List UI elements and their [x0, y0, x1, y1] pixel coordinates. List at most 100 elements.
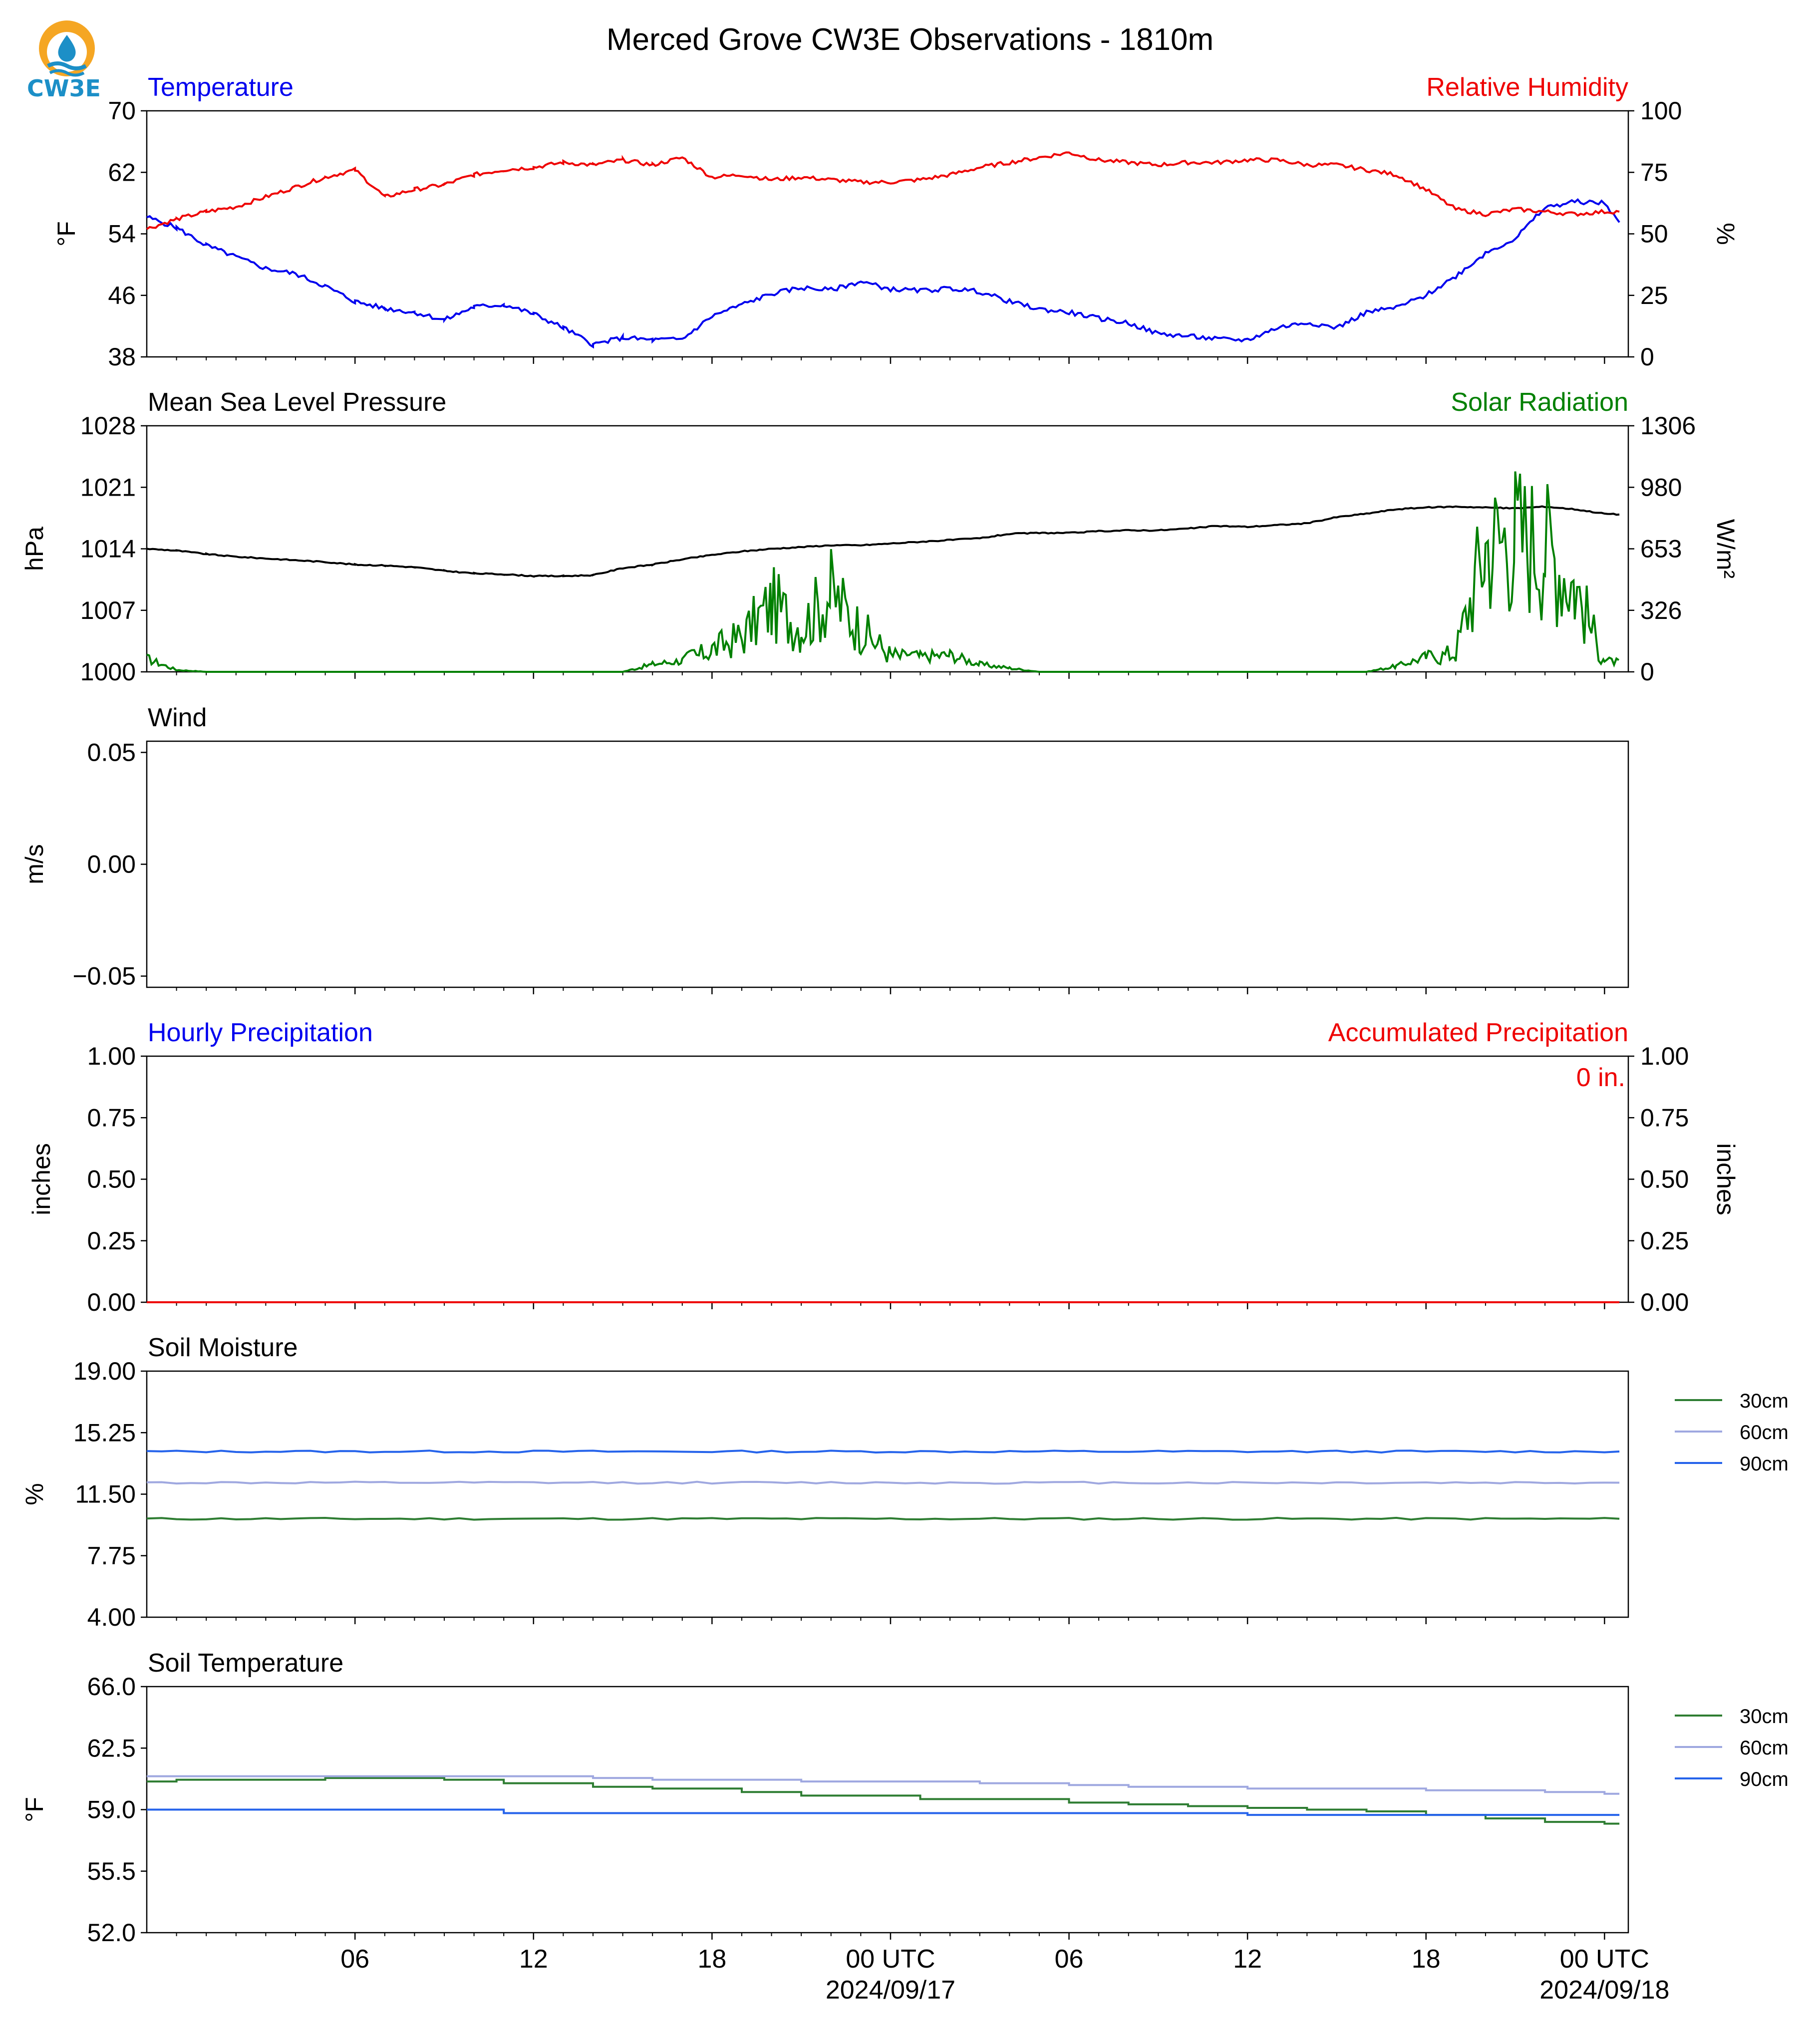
y-tick-label: 0.05: [87, 738, 136, 766]
x-tick-label: 12: [519, 1945, 548, 1974]
y-axis-label-right: inches: [1712, 1143, 1740, 1215]
panels: Temperature Relative Humidity 38 46 54 62 70 °F…: [20, 73, 1789, 2005]
y-tick-label: 70: [108, 97, 136, 125]
plot-frame: [146, 425, 1629, 673]
y-tick-label: 4.00: [87, 1603, 136, 1631]
logo-text: CW3E: [27, 75, 101, 102]
series-30cm: [147, 1777, 1620, 1825]
y-tick-label-right: 980: [1640, 473, 1682, 501]
y-tick-label: 0.00: [87, 1288, 136, 1316]
y-tick-label: 1000: [80, 658, 136, 686]
y-tick-label: 1021: [80, 473, 136, 501]
panel-title-left: Hourly Precipitation: [148, 1018, 373, 1047]
y-tick-label-right: 25: [1640, 282, 1668, 309]
legend-label: 30cm: [1740, 1706, 1789, 1728]
figure-title: Merced Grove CW3E Observations - 1810m: [607, 22, 1213, 57]
y-tick-label: 0.00: [87, 851, 136, 878]
y-tick-label: 11.50: [75, 1480, 136, 1508]
series-90cm: [146, 1449, 1620, 1454]
y-tick-label: 0.25: [87, 1227, 136, 1255]
accumulated-total-label: 0 in.: [1576, 1063, 1625, 1092]
legend-label: 60cm: [1740, 1422, 1789, 1444]
y-tick-label: 7.75: [87, 1542, 136, 1570]
panel-soil-moisture: Soil Moisture 4.00 7.75 11.50 15.25 19.00% 30c…: [20, 1333, 1789, 1631]
y-tick-label: 19.00: [73, 1357, 136, 1385]
panel-precipitation: Hourly Precipitation Accumulated Precipit…: [27, 1018, 1740, 1316]
y-tick-label: 62: [108, 158, 136, 186]
plot-frame: [146, 1055, 1629, 1303]
x-tick-label: 18: [697, 1945, 726, 1974]
y-axis-label: °F: [52, 221, 80, 247]
y-tick-label: 55.5: [87, 1857, 136, 1885]
y-axis-label: inches: [27, 1143, 55, 1215]
logo-drop-icon: [58, 35, 76, 62]
series-relative-humidity: [146, 151, 1620, 230]
x-date-label: 2024/09/17: [826, 1976, 955, 2005]
y-tick-label: 54: [108, 220, 136, 248]
series-60cm: [146, 1480, 1620, 1485]
y-axis-label-right: W/m²: [1712, 519, 1740, 579]
panel-title-right: Solar Radiation: [1451, 388, 1628, 417]
legend: 30cm 60cm 90cm: [1675, 1390, 1789, 1475]
panel-title-left: Temperature: [148, 73, 294, 102]
x-date-label: 2024/09/18: [1539, 1976, 1669, 2005]
panel-pressure-solar: Mean Sea Level Pressure Solar Radiation 10…: [20, 388, 1740, 686]
y-tick-label: 66.0: [87, 1673, 136, 1701]
legend: 30cm 60cm 90cm: [1675, 1706, 1789, 1790]
plot-frame: [146, 1370, 1629, 1618]
plot-frame: [146, 110, 1629, 358]
y-tick-label-right: 0: [1640, 658, 1654, 686]
legend-label: 90cm: [1740, 1768, 1789, 1790]
y-tick-label: 1014: [80, 535, 136, 563]
plot-frame: [146, 740, 1629, 988]
y-tick-label: 62.5: [87, 1734, 136, 1762]
legend-label: 90cm: [1740, 1453, 1789, 1475]
y-tick-label: 1.00: [87, 1042, 136, 1070]
y-axis-label: hPa: [20, 527, 48, 571]
x-tick-label: 12: [1233, 1945, 1262, 1974]
y-tick-label: 38: [108, 343, 136, 371]
y-tick-label: −0.05: [72, 962, 136, 990]
y-tick-label-right: 326: [1640, 596, 1682, 624]
series-solar-radiation: [146, 471, 1620, 673]
panel-title-right: Relative Humidity: [1426, 73, 1628, 102]
y-tick-label-right: 50: [1640, 220, 1668, 248]
y-tick-label: 59.0: [87, 1796, 136, 1824]
y-tick-label-right: 0.75: [1640, 1104, 1689, 1132]
y-tick-label: 1028: [80, 412, 136, 440]
x-tick-label: 00 UTC: [846, 1945, 935, 1974]
panel-temperature-humidity: Temperature Relative Humidity 38 46 54 62 70 °F…: [52, 73, 1740, 371]
panel-title-left: Soil Temperature: [148, 1649, 343, 1678]
y-tick-label: 1007: [80, 596, 136, 624]
x-tick-label: 06: [340, 1945, 369, 1974]
x-tick-label: 18: [1412, 1945, 1441, 1974]
y-tick-label-right: 0.50: [1640, 1165, 1689, 1193]
y-tick-label-right: 1.00: [1640, 1042, 1689, 1070]
panel-title-right: Accumulated Precipitation: [1328, 1018, 1628, 1047]
y-tick-label-right: 0: [1640, 343, 1654, 371]
panel-title-left: Wind: [148, 703, 207, 732]
y-tick-label: 52.0: [87, 1919, 136, 1947]
series-mean-sea-level-pressure: [146, 505, 1620, 578]
y-axis-label: m/s: [20, 844, 48, 884]
y-axis-label: %: [20, 1483, 48, 1505]
y-tick-label: 46: [108, 282, 136, 309]
panel-title-left: Mean Sea Level Pressure: [148, 388, 446, 417]
legend-label: 30cm: [1740, 1390, 1789, 1412]
y-tick-label: 0.50: [87, 1165, 136, 1193]
panel-wind: Wind −0.05 0.00 0.05 m/s: [20, 703, 1629, 994]
y-tick-label-right: 1306: [1640, 412, 1696, 440]
panel-soil-temperature: Soil Temperature 52.0 55.5 59.0 62.5 66.0 °F 30…: [20, 1649, 1789, 1947]
series-temperature: [146, 198, 1620, 349]
y-tick-label: 0.75: [87, 1104, 136, 1132]
legend-label: 60cm: [1740, 1737, 1789, 1759]
panel-title-left: Soil Moisture: [148, 1333, 298, 1362]
series-90cm: [147, 1808, 1620, 1816]
y-axis-label-right: %: [1712, 223, 1740, 245]
cw3e-logo: CW3E: [27, 20, 101, 102]
y-tick-label-right: 653: [1640, 535, 1682, 563]
series-60cm: [147, 1775, 1620, 1795]
y-tick-label-right: 100: [1640, 97, 1682, 125]
